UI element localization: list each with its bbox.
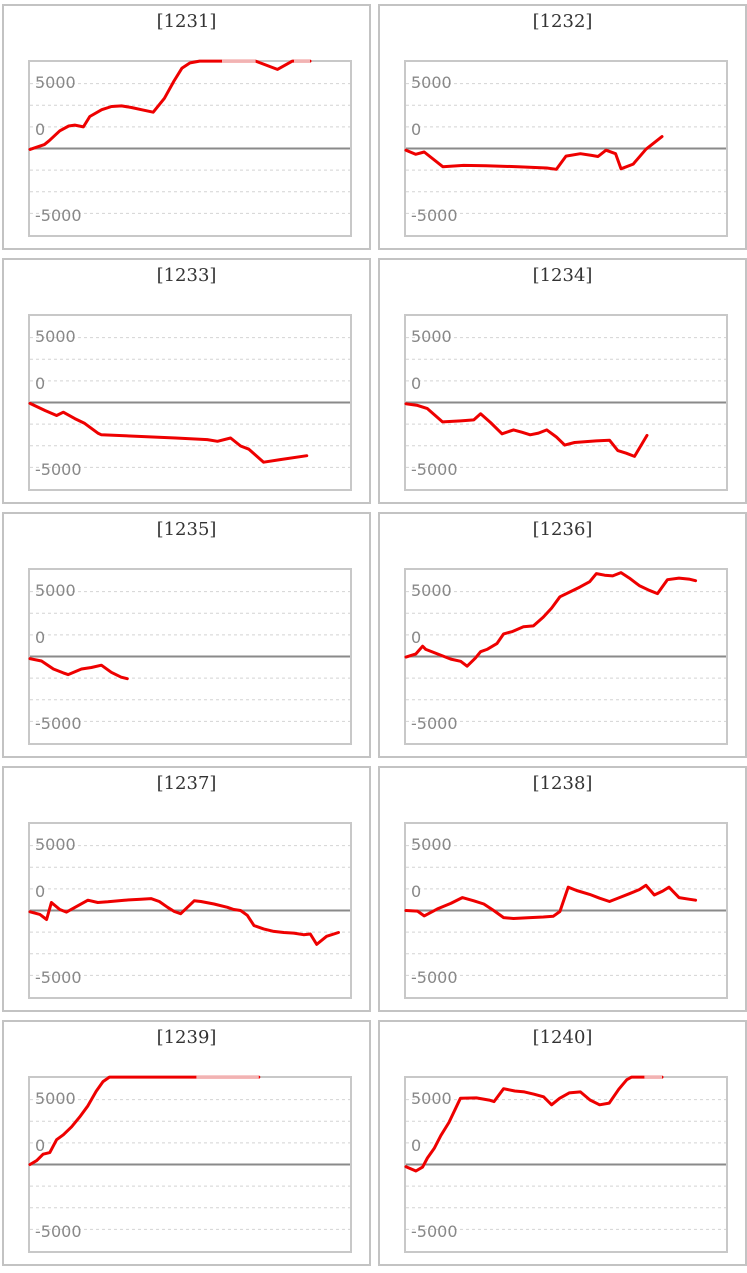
- y-axis-label: 5000: [35, 581, 76, 600]
- chart-title: [1232]: [532, 11, 593, 32]
- plot-area: 5000 0 -5000: [404, 314, 728, 491]
- series-line: [28, 897, 340, 946]
- y-axis-label: -5000: [35, 968, 82, 987]
- plot-area: 5000 0 -5000: [404, 1075, 728, 1253]
- y-axis-label: 0: [411, 628, 422, 647]
- plot-area: 5000 0 -5000: [28, 822, 352, 999]
- plot-area: 5000 0 -5000: [404, 822, 728, 999]
- y-axis-label: 5000: [35, 73, 76, 92]
- line-chart: [404, 571, 726, 722]
- chart-title: [1236]: [532, 519, 593, 540]
- y-axis-label: 0: [35, 374, 46, 393]
- line-chart: [404, 83, 726, 214]
- chart-title: [1235]: [156, 519, 217, 540]
- series-line: [404, 135, 664, 171]
- plot-area: 5000 0 -5000: [28, 314, 352, 491]
- y-axis-label: 5000: [411, 581, 452, 600]
- line-chart: [28, 845, 350, 976]
- y-axis-label: 5000: [35, 1089, 76, 1108]
- y-axis-label: -5000: [411, 460, 458, 479]
- y-axis-label: 0: [411, 120, 422, 139]
- series-line: [404, 402, 649, 458]
- chart-tile: [1236] 5000 0 -5000: [378, 512, 747, 758]
- y-axis-label: 0: [35, 1136, 46, 1155]
- chart-title: [1231]: [156, 11, 217, 32]
- chart-tile: [1239] 5000 0 -5000: [2, 1020, 371, 1266]
- chart-tile: [1237] 5000 0 -5000: [2, 766, 371, 1012]
- y-axis-label: 5000: [411, 327, 452, 346]
- chart-tile: [1231] 5000 0 -5000: [2, 4, 371, 250]
- series-line: [404, 883, 698, 920]
- y-axis-label: -5000: [35, 1222, 82, 1241]
- chart-tile: [1232] 5000 0 -5000: [378, 4, 747, 250]
- y-axis-label: 5000: [35, 327, 76, 346]
- chart-title: [1240]: [532, 1027, 593, 1048]
- line-chart: [404, 337, 726, 468]
- chart-tile: [1238] 5000 0 -5000: [378, 766, 747, 1012]
- series-line: [28, 657, 129, 681]
- series-line: [404, 571, 698, 668]
- chart-title: [1237]: [156, 773, 217, 794]
- y-axis-label: 5000: [411, 835, 452, 854]
- y-axis-label: 0: [35, 628, 46, 647]
- y-axis-label: -5000: [411, 968, 458, 987]
- y-axis-label: 5000: [411, 1089, 452, 1108]
- series-line: [404, 1075, 664, 1173]
- chart-tile: [1235] 5000 0 -5000: [2, 512, 371, 758]
- plot-area: 5000 0 -5000: [28, 1075, 352, 1253]
- line-chart: [28, 337, 350, 468]
- plot-area: 5000 0 -5000: [404, 60, 728, 237]
- y-axis-label: 5000: [35, 835, 76, 854]
- y-axis-label: -5000: [411, 206, 458, 225]
- chart-title: [1234]: [532, 265, 593, 286]
- plot-area: 5000 0 -5000: [404, 568, 728, 745]
- y-axis-label: -5000: [35, 460, 82, 479]
- line-chart: [28, 591, 350, 722]
- chart-title: [1233]: [156, 265, 217, 286]
- y-axis-label: 0: [411, 882, 422, 901]
- series-line: [28, 1075, 261, 1166]
- y-axis-label: -5000: [35, 206, 82, 225]
- line-chart: [404, 845, 726, 976]
- plot-area: 5000 0 -5000: [28, 59, 352, 237]
- y-axis-label: 0: [411, 1136, 422, 1155]
- y-axis-label: 5000: [411, 73, 452, 92]
- y-axis-label: -5000: [35, 714, 82, 733]
- plot-area: 5000 0 -5000: [28, 568, 352, 745]
- series-line: [28, 59, 312, 151]
- y-axis-label: -5000: [411, 714, 458, 733]
- series-line: [28, 401, 309, 464]
- chart-title: [1239]: [156, 1027, 217, 1048]
- line-chart: [28, 1075, 350, 1230]
- y-axis-label: -5000: [411, 1222, 458, 1241]
- chart-title: [1238]: [532, 773, 593, 794]
- line-chart: [28, 59, 350, 214]
- chart-tile: [1240] 5000 0 -5000: [378, 1020, 747, 1266]
- chart-tile: [1234] 5000 0 -5000: [378, 258, 747, 504]
- chart-tile: [1233] 5000 0 -5000: [2, 258, 371, 504]
- y-axis-label: 0: [411, 374, 422, 393]
- y-axis-label: 0: [35, 882, 46, 901]
- y-axis-label: 0: [35, 120, 46, 139]
- line-chart: [404, 1075, 726, 1230]
